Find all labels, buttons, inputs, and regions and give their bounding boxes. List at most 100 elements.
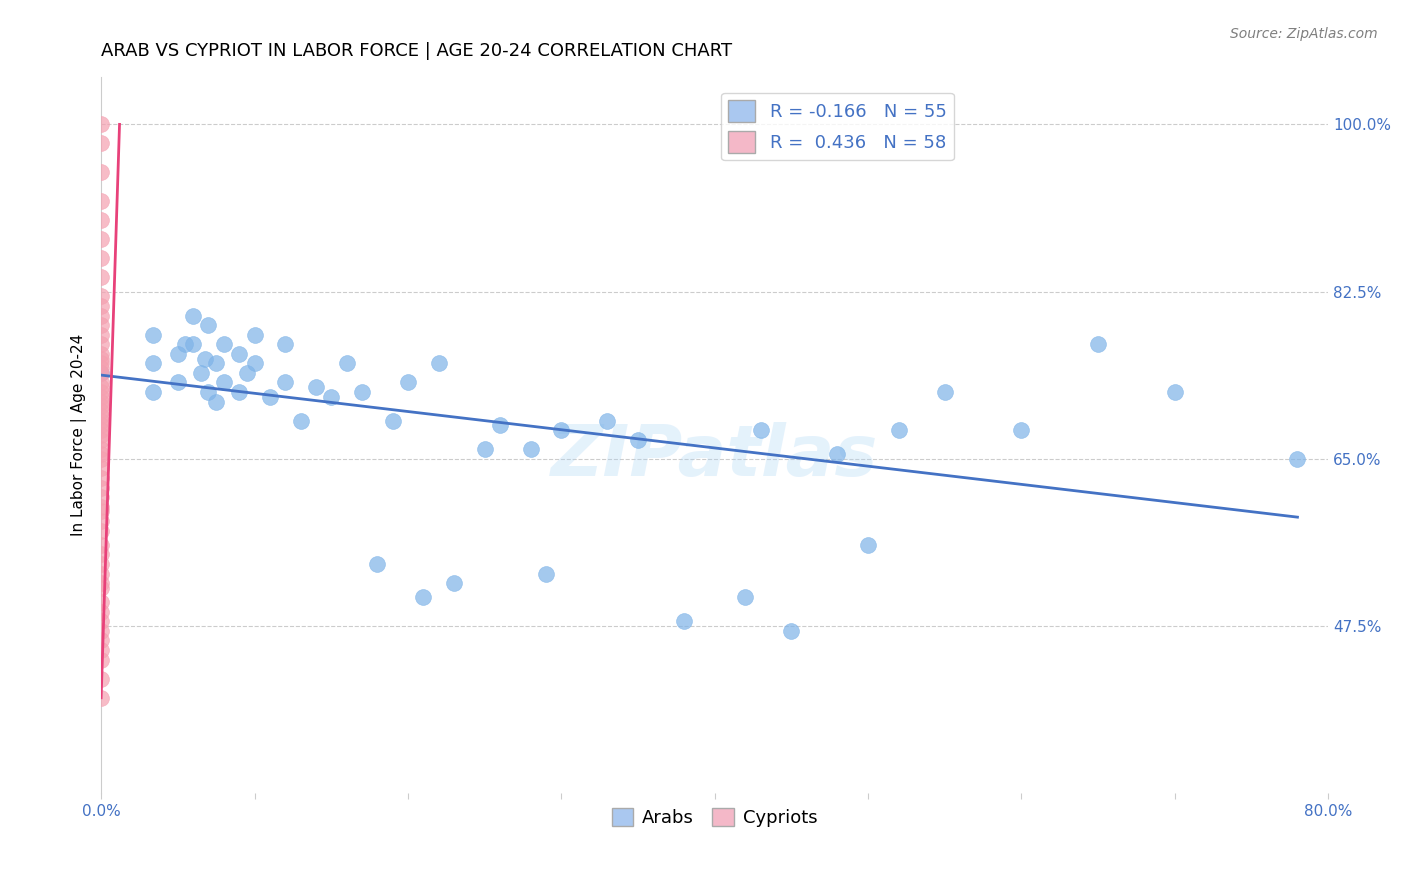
Point	[228, 347, 250, 361]
Point	[90, 337, 112, 351]
Point	[412, 591, 434, 605]
Point	[1087, 337, 1109, 351]
Point	[243, 327, 266, 342]
Point	[90, 347, 112, 361]
Point	[749, 423, 772, 437]
Point	[90, 566, 112, 581]
Point	[672, 615, 695, 629]
Point	[335, 356, 357, 370]
Point	[212, 376, 235, 390]
Point	[90, 384, 112, 399]
Point	[90, 451, 112, 466]
Point	[489, 418, 512, 433]
Point	[90, 524, 112, 538]
Point	[827, 447, 849, 461]
Point	[90, 548, 112, 562]
Point	[142, 384, 165, 399]
Point	[259, 390, 281, 404]
Point	[181, 337, 204, 351]
Point	[90, 366, 112, 380]
Point	[90, 442, 112, 457]
Point	[321, 390, 343, 404]
Point	[90, 356, 112, 370]
Point	[550, 423, 572, 437]
Point	[90, 672, 112, 686]
Point	[212, 337, 235, 351]
Point	[90, 390, 112, 404]
Point	[90, 643, 112, 657]
Point	[90, 380, 112, 394]
Point	[90, 361, 112, 376]
Point	[90, 289, 112, 303]
Point	[90, 213, 112, 227]
Point	[90, 318, 112, 332]
Point	[90, 232, 112, 246]
Point	[90, 538, 112, 552]
Point	[90, 557, 112, 571]
Point	[197, 318, 219, 332]
Point	[381, 414, 404, 428]
Point	[90, 471, 112, 485]
Point	[396, 376, 419, 390]
Point	[90, 461, 112, 475]
Point	[205, 356, 228, 370]
Point	[90, 327, 112, 342]
Point	[734, 591, 756, 605]
Point	[90, 447, 112, 461]
Text: ARAB VS CYPRIOT IN LABOR FORCE | AGE 20-24 CORRELATION CHART: ARAB VS CYPRIOT IN LABOR FORCE | AGE 20-…	[101, 42, 733, 60]
Point	[90, 624, 112, 638]
Point	[1010, 423, 1032, 437]
Point	[90, 504, 112, 518]
Point	[90, 500, 112, 514]
Point	[274, 376, 297, 390]
Point	[290, 414, 312, 428]
Point	[305, 380, 328, 394]
Point	[166, 376, 188, 390]
Point	[90, 366, 112, 380]
Point	[90, 652, 112, 666]
Point	[174, 337, 197, 351]
Point	[90, 309, 112, 323]
Point	[474, 442, 496, 457]
Point	[1286, 451, 1309, 466]
Point	[90, 136, 112, 151]
Point	[142, 356, 165, 370]
Point	[90, 270, 112, 285]
Point	[194, 351, 217, 366]
Text: Source: ZipAtlas.com: Source: ZipAtlas.com	[1230, 27, 1378, 41]
Point	[519, 442, 541, 457]
Point	[350, 384, 373, 399]
Point	[166, 347, 188, 361]
Point	[90, 376, 112, 390]
Text: ZIPatlas: ZIPatlas	[551, 422, 879, 491]
Point	[90, 428, 112, 442]
Point	[90, 414, 112, 428]
Point	[366, 557, 388, 571]
Y-axis label: In Labor Force | Age 20-24: In Labor Force | Age 20-24	[72, 334, 87, 536]
Point	[443, 576, 465, 591]
Point	[243, 356, 266, 370]
Point	[90, 351, 112, 366]
Point	[90, 409, 112, 423]
Point	[142, 327, 165, 342]
Point	[90, 633, 112, 648]
Legend: Arabs, Cypriots: Arabs, Cypriots	[605, 801, 825, 835]
Point	[90, 423, 112, 437]
Point	[90, 251, 112, 265]
Point	[90, 481, 112, 495]
Point	[934, 384, 956, 399]
Point	[427, 356, 450, 370]
Point	[90, 194, 112, 208]
Point	[90, 605, 112, 619]
Point	[274, 337, 297, 351]
Point	[90, 595, 112, 609]
Point	[90, 581, 112, 595]
Point	[90, 433, 112, 447]
Point	[236, 366, 259, 380]
Point	[596, 414, 619, 428]
Point	[90, 615, 112, 629]
Point	[205, 394, 228, 409]
Point	[1164, 384, 1187, 399]
Point	[90, 394, 112, 409]
Point	[780, 624, 803, 638]
